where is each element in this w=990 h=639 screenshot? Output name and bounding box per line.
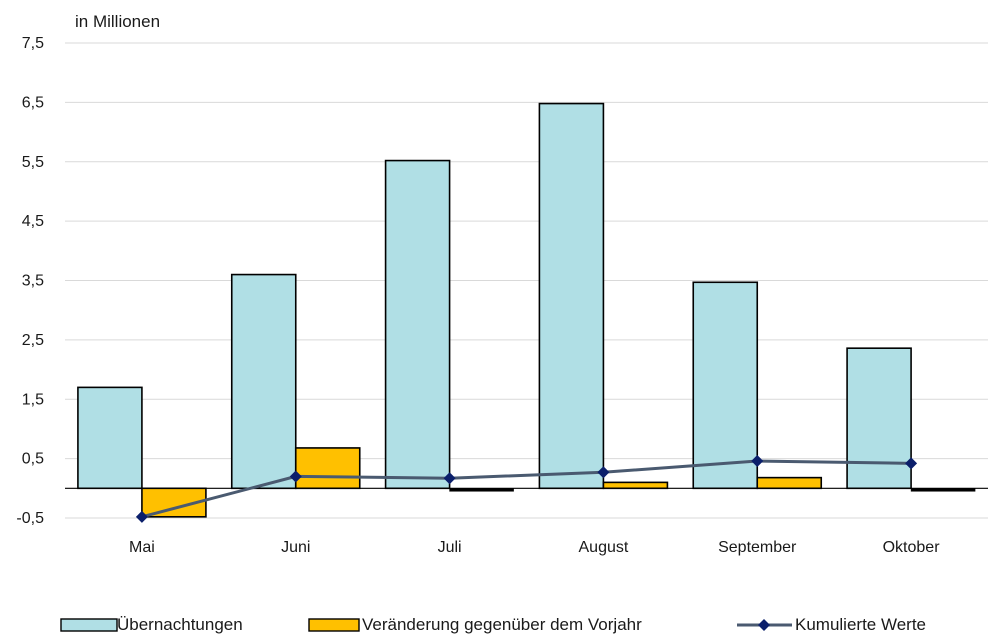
cumulative-point xyxy=(751,455,764,467)
bar-veraenderung xyxy=(294,447,361,490)
bar-uebernachtungen xyxy=(692,281,759,490)
cumulative-point xyxy=(597,466,610,479)
bar-uebernachtungen xyxy=(538,102,605,490)
y-tick-label: 0,5 xyxy=(22,451,44,468)
bars xyxy=(77,102,976,518)
bar-uebernachtungen xyxy=(230,273,297,490)
bar-uebernachtungen xyxy=(846,347,912,490)
y-tick-label: 6,5 xyxy=(22,94,44,111)
cumulative-point xyxy=(135,510,148,523)
cumulative-point xyxy=(905,457,918,470)
x-tick-label: Mai xyxy=(129,539,155,556)
legend-label-uebernachtungen: Übernachtungen xyxy=(117,615,243,634)
legend-swatch-uebernachtungen xyxy=(60,618,118,632)
cumulative-point xyxy=(289,470,302,483)
y-tick-label: 1,5 xyxy=(22,391,44,408)
legend-label-kumuliert: Kumulierte Werte xyxy=(795,615,926,634)
y-tick-label: 3,5 xyxy=(22,273,44,290)
x-tick-label: Oktober xyxy=(883,539,941,556)
x-tick-label: Juli xyxy=(438,539,462,556)
x-tick-label: August xyxy=(579,539,629,556)
cumulative-line-path xyxy=(141,459,912,519)
y-tick-label: 7,5 xyxy=(22,35,44,52)
bar-veraenderung xyxy=(756,476,823,490)
x-tick-label: Juni xyxy=(281,539,310,556)
bar-veraenderung xyxy=(602,481,669,490)
y-tick-label: -0,5 xyxy=(16,510,44,527)
gridlines xyxy=(65,42,988,519)
legend-label-veraenderung: Veränderung gegenüber dem Vorjahr xyxy=(362,615,642,634)
legend-swatch-veraenderung xyxy=(308,618,360,632)
cumulative-point xyxy=(443,472,456,485)
y-axis-unit-label: in Millionen xyxy=(75,12,160,31)
y-tick-label: 4,5 xyxy=(22,213,44,230)
legend-marker-kumuliert xyxy=(758,619,770,631)
y-tick-label: 2,5 xyxy=(22,332,44,349)
bar-uebernachtungen xyxy=(384,159,451,490)
legend: Übernachtungen Veränderung gegenüber dem … xyxy=(60,615,926,634)
y-axis-tick-labels: -0,5 0,5 1,5 2,5 3,5 4,5 5,5 6,5 7,5 xyxy=(16,35,44,527)
bar-uebernachtungen xyxy=(77,386,143,490)
y-tick-label: 5,5 xyxy=(22,154,44,171)
x-tick-label: September xyxy=(718,539,797,556)
x-axis-tick-labels: Mai Juni Juli August September Oktober xyxy=(129,539,940,556)
cumulative-line xyxy=(135,455,918,523)
